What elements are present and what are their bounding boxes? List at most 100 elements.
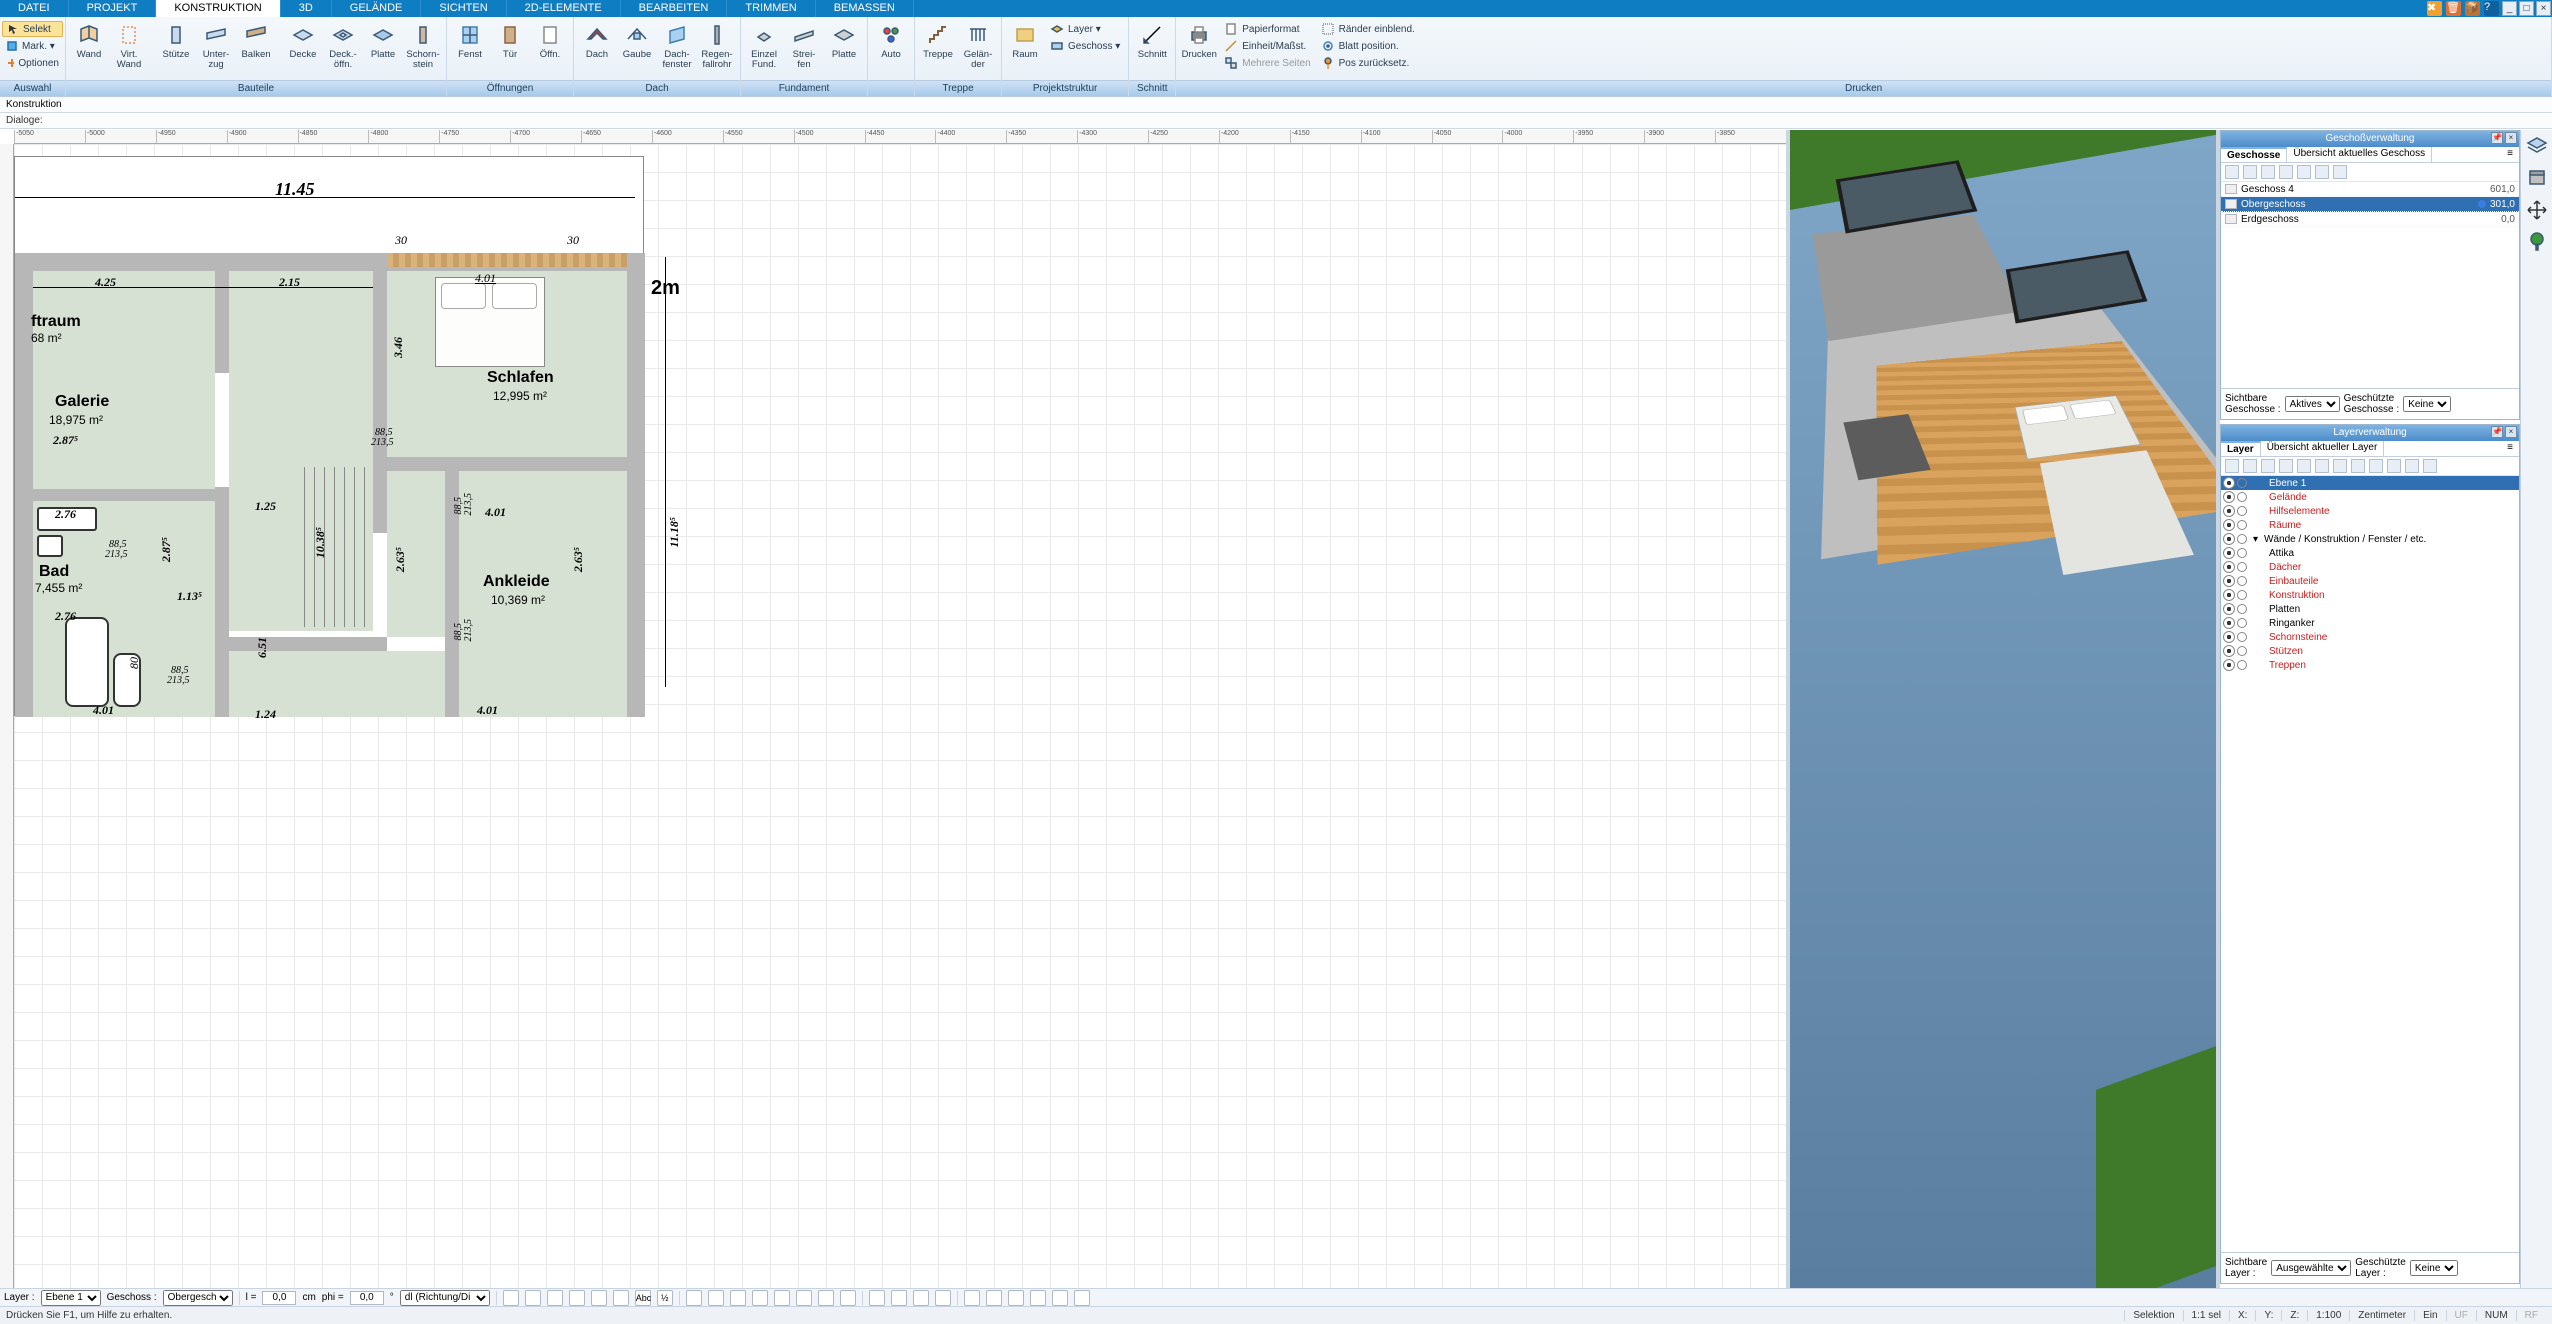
package-icon[interactable]: 📦 [2465,1,2480,16]
einzelfund-button[interactable]: Einzel Fund. [745,19,783,73]
tool-icon[interactable]: ✖ [2427,1,2442,16]
layer-row[interactable]: ▾Wände / Konstruktion / Fenster / etc. [2221,532,2519,546]
drucken-button[interactable]: Drucken [1180,19,1218,73]
schornstein-button[interactable]: Schorn- stein [404,19,442,73]
streifen-button[interactable]: Strei- fen [785,19,823,73]
layer-row[interactable]: Einbauteile [2221,574,2519,588]
layer-row[interactable]: Stützen [2221,644,2519,658]
layer-row[interactable]: Ringanker [2221,616,2519,630]
snap-icon[interactable] [503,1290,519,1306]
layer-row[interactable]: Attika [2221,546,2519,560]
layer-list[interactable]: Ebene 1GeländeHilfselementeRäume▾Wände /… [2221,476,2519,1252]
layer-row[interactable]: Gelände [2221,490,2519,504]
snap6-icon[interactable] [613,1290,629,1306]
panel-close-icon[interactable]: × [2505,426,2517,438]
unterzug-button[interactable]: Unter- zug [197,19,235,73]
panel-close-icon[interactable]: × [2505,132,2517,144]
layers-icon[interactable] [2525,134,2549,158]
minimize-button[interactable]: _ [2502,1,2517,16]
tab-3d[interactable]: 3D [281,0,332,17]
optionen-button[interactable]: Optionen [2,55,63,71]
tab-konstruktion[interactable]: KONSTRUKTION [156,0,280,17]
platte-button[interactable]: Platte [364,19,402,73]
maximize-button[interactable]: □ [2519,1,2534,16]
tab-geschosse[interactable]: Geschosse [2221,147,2287,162]
tree-icon[interactable] [2525,230,2549,254]
tab-datei[interactable]: DATEI [0,0,69,17]
geschoss-select[interactable]: Obergescho [163,1290,233,1306]
move-icon[interactable] [2525,198,2549,222]
sichtbare-geschosse-select[interactable]: Aktives [2285,396,2340,412]
balken-button[interactable]: Balken [237,19,275,73]
3d-viewport[interactable] [1790,130,2220,1288]
layer-row[interactable]: Treppen [2221,658,2519,672]
tab-bearbeiten[interactable]: BEARBEITEN [621,0,728,17]
trash-icon[interactable]: 🗑 [2446,1,2461,16]
layer-row[interactable]: Dächer [2221,560,2519,574]
tab-gelaende[interactable]: GELÄNDE [332,0,422,17]
tab-projekt[interactable]: PROJEKT [69,0,157,17]
geschuetzte-geschosse-select[interactable]: Keine [2403,396,2451,412]
half-icon[interactable]: ½ [657,1290,673,1306]
layer-row[interactable]: Hilfselemente [2221,504,2519,518]
close-button[interactable]: × [2536,1,2551,16]
layer-toolbar[interactable] [2221,457,2519,476]
panel-pin-icon[interactable]: 📌 [2491,132,2503,144]
length-input[interactable] [262,1291,296,1305]
blatt-position-button[interactable]: Blatt position. [1321,38,1399,54]
layer-row[interactable]: Ebene 1 [2221,476,2519,490]
sichtbare-layer-select[interactable]: Ausgewählte [2271,1260,2351,1276]
gelaender-button[interactable]: Gelän- der [959,19,997,73]
tuer-button[interactable]: Tür [491,19,529,73]
tab-bemassen[interactable]: BEMASSEN [816,0,914,17]
furniture-icon[interactable] [2525,166,2549,190]
snap4-icon[interactable] [569,1290,585,1306]
dach-button[interactable]: Dach [578,19,616,73]
einheit-button[interactable]: Einheit/Maßst. [1224,38,1306,54]
direction-select[interactable]: dl (Richtung/Di [400,1290,490,1306]
tab-layer[interactable]: Layer [2221,441,2261,456]
layer-dropdown[interactable]: Layer ▾ [1050,21,1101,37]
regenfallrohr-button[interactable]: Regen- fallrohr [698,19,736,73]
auto-button[interactable]: Auto [872,19,910,73]
schnitt-button[interactable]: Schnitt [1133,19,1171,73]
layer-row[interactable]: Konstruktion [2221,588,2519,602]
raum-button[interactable]: Raum [1006,19,1044,73]
tab-trimmen[interactable]: TRIMMEN [727,0,815,17]
layer-row[interactable]: Räume [2221,518,2519,532]
tab-uebersicht-layer[interactable]: Übersicht aktueller Layer [2261,441,2385,456]
fenster-button[interactable]: Fenst [451,19,489,73]
virtwand-button[interactable]: Virt. Wand [110,19,148,73]
dachfenster-button[interactable]: Dach- fenster [658,19,696,73]
wand-button[interactable]: Wand [70,19,108,73]
gaube-button[interactable]: Gaube [618,19,656,73]
tab-2delemente[interactable]: 2D-ELEMENTE [507,0,621,17]
selekt-button[interactable]: Selekt [2,21,63,37]
raender-button[interactable]: Ränder einblend. [1321,21,1415,37]
oeffnung-button[interactable]: Öffn. [531,19,569,73]
angle-input[interactable] [350,1291,384,1305]
mehrere-seiten-button[interactable]: Mehrere Seiten [1224,55,1310,71]
layer-row[interactable]: Schornsteine [2221,630,2519,644]
snap2-icon[interactable] [525,1290,541,1306]
papierformat-button[interactable]: Papierformat [1224,21,1299,37]
text-icon[interactable]: Abc [635,1290,651,1306]
pos-zurueck-button[interactable]: Pos zurücksetz. [1321,55,1410,71]
help-icon[interactable]: ? [2484,1,2499,16]
geschoss-dropdown[interactable]: Geschoss ▾ [1050,38,1120,54]
tab-sichten[interactable]: SICHTEN [421,0,506,17]
fundplatte-button[interactable]: Platte [825,19,863,73]
layer-row[interactable]: Platten [2221,602,2519,616]
mark-button[interactable]: Mark. ▾ [2,38,63,54]
geschoss-toolbar[interactable] [2221,163,2519,182]
layer-select[interactable]: Ebene 1 [41,1290,101,1306]
geschuetzte-layer-select[interactable]: Keine [2410,1260,2458,1276]
treppe-button[interactable]: Treppe [919,19,957,73]
snap5-icon[interactable] [591,1290,607,1306]
deckoeffn-button[interactable]: Deck.- öffn. [324,19,362,73]
2d-viewport[interactable]: -5050-5000-4950-4900-4850-4800-4750-4700… [0,130,1790,1288]
geschoss-list[interactable]: Geschoss 4601,0 Obergeschoss301,0 Erdges… [2221,182,2519,388]
floorplan-canvas[interactable]: 11.45 2m 30 30 4.01 4.25 2.15 3.46 4.01 … [14,144,1786,1288]
panel-pin-icon[interactable]: 📌 [2491,426,2503,438]
decke-button[interactable]: Decke [284,19,322,73]
